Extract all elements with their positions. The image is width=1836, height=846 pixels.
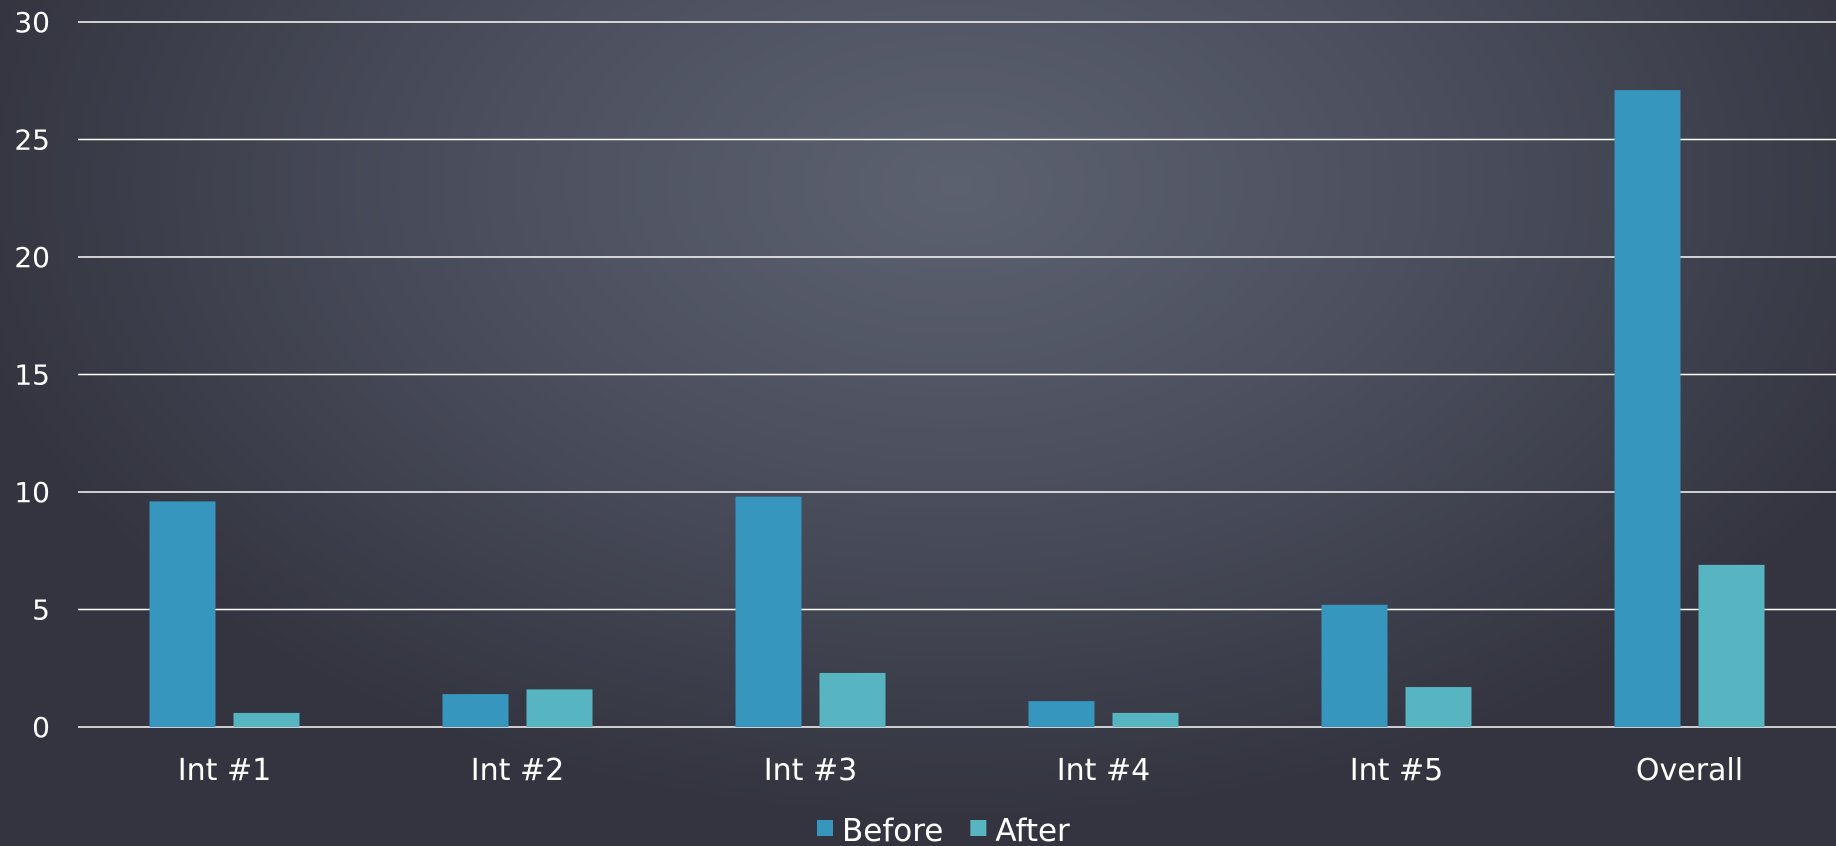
bars: [149, 90, 1765, 727]
bar-before-2: [442, 694, 509, 727]
legend: Before After: [817, 813, 1070, 846]
x-category-label: Int #5: [1350, 753, 1443, 788]
legend-swatch-before: [817, 820, 833, 836]
y-tick-label: 5: [32, 594, 50, 627]
x-category-label: Overall: [1636, 753, 1743, 788]
bar-before-3: [735, 496, 802, 727]
x-category-label: Int #3: [764, 753, 857, 788]
legend-label-after: After: [995, 813, 1070, 846]
y-tick-label: 20: [14, 241, 50, 274]
bar-before-1: [149, 501, 216, 727]
bar-after-1: [233, 712, 300, 727]
x-category-label: Int #4: [1057, 753, 1150, 788]
y-tick-label: 25: [14, 124, 50, 157]
y-tick-label: 10: [14, 476, 50, 509]
bar-after-4: [1112, 712, 1179, 727]
y-axis-tick-labels: 0 5 10 15 20 25 30: [14, 6, 50, 744]
x-category-label: Int #1: [178, 753, 271, 788]
bar-before-5: [1321, 604, 1388, 727]
legend-swatch-after: [970, 820, 987, 836]
y-tick-label: 30: [14, 6, 50, 39]
bar-after-6: [1698, 564, 1765, 727]
bar-before-6: [1614, 90, 1681, 727]
y-tick-label: 0: [32, 711, 50, 744]
bar-after-2: [526, 689, 593, 727]
legend-label-before: Before: [842, 813, 943, 846]
y-tick-label: 15: [14, 359, 50, 392]
gridlines: [78, 21, 1836, 728]
x-axis-category-labels: Int #1 Int #2 Int #3 Int #4 Int #5 Overall: [178, 753, 1743, 788]
bar-before-4: [1028, 701, 1095, 727]
x-category-label: Int #2: [471, 753, 564, 788]
bar-after-3: [819, 672, 886, 727]
bar-after-5: [1405, 687, 1472, 727]
